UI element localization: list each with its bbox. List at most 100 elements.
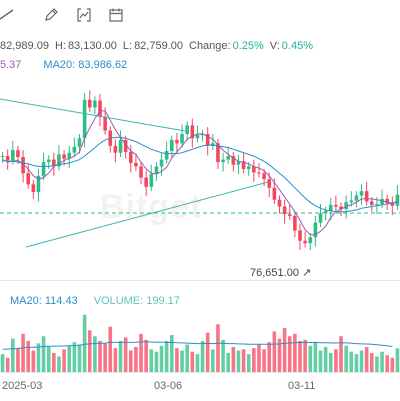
change-value: 0.25% <box>232 40 264 52</box>
candle-body <box>118 139 123 153</box>
candle-body <box>313 222 318 238</box>
volume-bar <box>298 341 302 372</box>
candle-body <box>293 215 297 231</box>
candle-body <box>359 191 364 196</box>
candle-body <box>221 159 225 163</box>
x-tick-label: 03-11 <box>288 380 316 392</box>
volume-bar <box>205 332 210 372</box>
candle-body <box>62 154 66 159</box>
volume-bar <box>246 354 251 372</box>
ma-readout: 5.37 MA20: 83,986.62 <box>0 59 127 71</box>
v-label: V: <box>269 40 280 52</box>
volume-bar <box>226 352 230 372</box>
open-value: 82,989.09 <box>0 40 49 52</box>
candle-body <box>185 125 189 134</box>
candle-body <box>349 200 354 203</box>
volume-bar <box>375 356 379 372</box>
candle-body <box>170 139 174 152</box>
candle-body <box>277 199 282 207</box>
candle-body <box>298 230 302 241</box>
volume-bar <box>334 349 338 372</box>
trendline-lower <box>25 181 269 248</box>
volume-bar <box>67 345 72 372</box>
time-axis: 2025-03 03-06 03-11 <box>0 372 400 401</box>
volume-bar <box>128 350 133 372</box>
volume-bar <box>72 342 77 372</box>
volume-bar <box>118 341 123 372</box>
candle-body <box>267 179 272 188</box>
volume-bar <box>5 357 10 372</box>
calendar-icon[interactable] <box>105 4 127 26</box>
candle-body <box>385 198 389 204</box>
candle-body <box>139 166 143 178</box>
volume-bar <box>370 352 374 372</box>
candle-body <box>52 159 56 167</box>
volume-bar <box>257 344 261 372</box>
volume-bar <box>82 314 87 372</box>
volume-bar <box>231 346 236 372</box>
volume-chart[interactable] <box>0 310 400 372</box>
volume-bar <box>52 352 56 372</box>
volume-bar <box>252 348 256 372</box>
volume-bar <box>303 339 307 372</box>
volume-bar <box>267 342 272 372</box>
pencil-icon[interactable] <box>40 4 62 26</box>
volume-bar <box>308 345 313 372</box>
volume-bar <box>190 351 195 372</box>
candle-body <box>257 172 261 174</box>
candle-body <box>252 166 256 173</box>
ma5-value: 5.37 <box>0 59 22 71</box>
volume-bar <box>282 327 287 372</box>
volume-bar <box>313 342 318 372</box>
v-value: 0.45% <box>281 40 313 52</box>
arrow-icon: ↗ <box>302 267 312 279</box>
candle-body <box>226 156 230 160</box>
volume-bar <box>26 341 30 372</box>
ma20-value: 83,986.62 <box>78 59 128 71</box>
volume-bar <box>108 326 113 372</box>
volume-bar <box>21 333 25 372</box>
volume-bar <box>221 339 225 372</box>
volume-bar <box>241 349 246 372</box>
candle-body <box>57 154 61 167</box>
candle-body <box>21 157 25 174</box>
candle-body <box>375 203 379 205</box>
volume-bar <box>262 349 266 372</box>
candle-body <box>370 201 374 205</box>
volume-bar <box>200 341 205 372</box>
candle-body <box>195 134 200 139</box>
candle-body <box>308 237 313 244</box>
x-tick-label: 03-06 <box>154 380 183 392</box>
candle-body <box>236 161 241 165</box>
candle-body <box>175 139 179 144</box>
candle-body <box>113 145 118 153</box>
volume-bar <box>62 349 66 372</box>
vol-ma20: MA20: 114.43 <box>10 295 78 307</box>
volume-bar <box>211 349 215 372</box>
price-chart[interactable] <box>0 75 400 280</box>
volume-label: VOLUME: <box>93 295 144 307</box>
fit-screen-icon[interactable] <box>73 4 95 26</box>
low-price-marker: 76,651.00 ↗ <box>250 266 311 279</box>
candle-body <box>72 146 77 153</box>
volume-bar <box>354 354 359 372</box>
candle-body <box>205 133 210 146</box>
volume-bar <box>154 351 159 372</box>
line-tool-icon[interactable] <box>0 4 18 26</box>
pane-divider[interactable] <box>0 280 400 281</box>
volume-bar <box>318 350 323 372</box>
x-tick-label: 2025-03 <box>2 380 43 392</box>
volume-bar <box>11 338 15 372</box>
candle-body <box>41 162 46 176</box>
volume-bar <box>277 338 282 372</box>
candle-body <box>364 191 369 202</box>
candle-body <box>93 100 97 108</box>
candle-body <box>380 198 384 204</box>
volume-bar <box>123 337 128 372</box>
volume-bar <box>159 345 164 372</box>
volume-bar <box>0 354 5 372</box>
volume-bar <box>144 339 148 372</box>
volume-bar <box>287 336 292 372</box>
candle-body <box>231 156 236 165</box>
candle-body <box>241 161 246 169</box>
